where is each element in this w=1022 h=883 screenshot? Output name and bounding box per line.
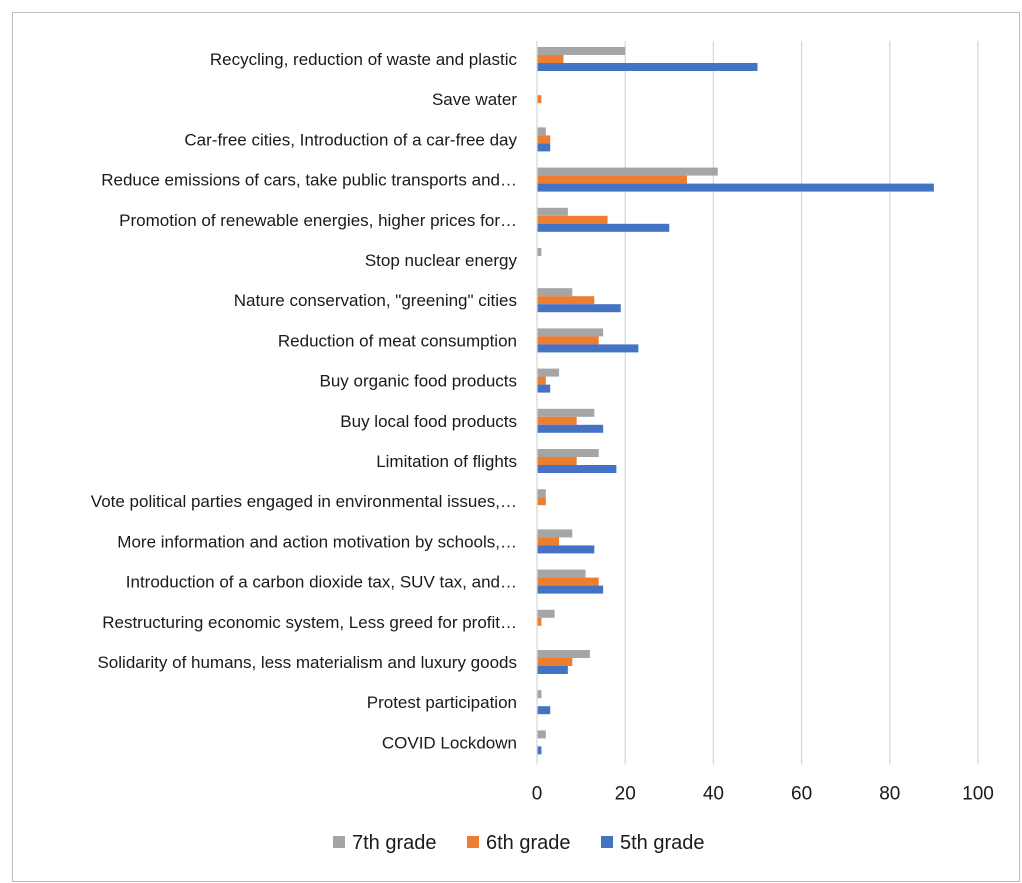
bar-5th-grade (537, 344, 639, 353)
bar-7th-grade (537, 408, 595, 417)
bar-7th-grade (537, 609, 555, 618)
bar-6th-grade (537, 617, 542, 626)
legend-swatch (601, 836, 613, 848)
x-tick-label: 0 (532, 784, 543, 805)
bar-7th-grade (537, 449, 599, 457)
bar-5th-grade (537, 143, 551, 152)
bar-6th-grade (537, 416, 577, 425)
x-tick-labels: 0 20 40 60 80 100 (532, 784, 994, 805)
bar-5th-grade (537, 545, 595, 554)
category-label: Save water (432, 90, 517, 109)
bar-6th-grade (537, 95, 542, 104)
category-label: Reduce emissions of cars, take public tr… (101, 171, 517, 190)
category-labels: Recycling, reduction of waste and plasti… (91, 50, 518, 752)
bar-7th-grade (537, 368, 560, 377)
legend-swatch (333, 836, 345, 848)
legend-item-6th-grade: 6th grade (467, 832, 571, 854)
bar-6th-grade (537, 577, 599, 586)
category-label: Buy local food products (340, 412, 517, 431)
bar-6th-grade (537, 658, 573, 666)
bar-7th-grade (537, 127, 546, 136)
legend-item-5th-grade: 5th grade (601, 832, 705, 854)
legend: 7th grade 6th grade 5th grade (333, 832, 705, 854)
legend-item-7th-grade: 7th grade (333, 832, 437, 854)
bar-5th-grade (537, 63, 758, 71)
category-label: Stop nuclear energy (365, 251, 518, 270)
bar-6th-grade (537, 336, 599, 345)
bar-7th-grade (537, 47, 626, 55)
bar-7th-grade (537, 328, 604, 337)
category-label: Car-free cities, Introduction of a car-f… (184, 130, 517, 149)
x-tick-label: 60 (791, 784, 812, 805)
category-label: Promotion of renewable energies, higher … (119, 211, 517, 230)
bar-6th-grade (537, 215, 608, 224)
category-label: Vote political parties engaged in enviro… (91, 492, 517, 511)
bar-6th-grade (537, 296, 595, 305)
bar-6th-grade (537, 135, 551, 144)
bar-5th-grade (537, 223, 670, 232)
bar-7th-grade (537, 167, 718, 176)
category-label: Protest participation (367, 693, 517, 712)
bar-5th-grade (537, 384, 551, 393)
category-label: Restructuring economic system, Less gree… (102, 613, 517, 632)
category-label: Recycling, reduction of waste and plasti… (210, 50, 518, 69)
legend-label: 6th grade (486, 832, 571, 854)
bar-7th-grade (537, 489, 546, 498)
bar-5th-grade (537, 706, 551, 715)
bar-7th-grade (537, 730, 546, 739)
bar-6th-grade (537, 497, 546, 506)
legend-label: 5th grade (620, 832, 705, 854)
bars (537, 47, 934, 755)
legend-swatch (467, 836, 479, 848)
bar-6th-grade (537, 55, 564, 63)
x-tick-label: 100 (962, 784, 994, 805)
bar-chart: Recycling, reduction of waste and plasti… (91, 41, 994, 854)
bar-7th-grade (537, 248, 542, 256)
category-label: More information and action motivation b… (117, 532, 517, 551)
category-label: COVID Lockdown (382, 733, 517, 752)
bar-5th-grade (537, 666, 568, 674)
category-label: Reduction of meat consumption (278, 331, 517, 350)
grid-lines (624, 41, 979, 765)
chart-frame: Recycling, reduction of waste and plasti… (12, 12, 1020, 882)
bar-7th-grade (537, 207, 568, 216)
x-tick-label: 40 (703, 784, 724, 805)
bar-7th-grade (537, 288, 573, 297)
bar-5th-grade (537, 424, 604, 433)
bar-6th-grade (537, 376, 546, 385)
bar-6th-grade (537, 457, 577, 465)
bar-7th-grade (537, 529, 573, 538)
bar-5th-grade (537, 746, 542, 755)
category-label: Buy organic food products (319, 372, 517, 391)
category-label: Solidarity of humans, less materialism a… (97, 653, 517, 672)
category-label: Limitation of flights (376, 452, 517, 471)
bar-5th-grade (537, 465, 617, 473)
category-label: Nature conservation, "greening" cities (234, 291, 517, 310)
bar-5th-grade (537, 585, 604, 594)
bar-5th-grade (537, 183, 934, 192)
bar-5th-grade (537, 304, 621, 313)
bar-7th-grade (537, 650, 590, 658)
bar-6th-grade (537, 537, 560, 546)
bar-7th-grade (537, 569, 586, 578)
legend-label: 7th grade (352, 832, 437, 854)
x-tick-label: 80 (879, 784, 900, 805)
bar-6th-grade (537, 175, 687, 184)
category-label: Introduction of a carbon dioxide tax, SU… (126, 573, 517, 592)
bar-7th-grade (537, 690, 542, 699)
x-tick-label: 20 (615, 784, 636, 805)
